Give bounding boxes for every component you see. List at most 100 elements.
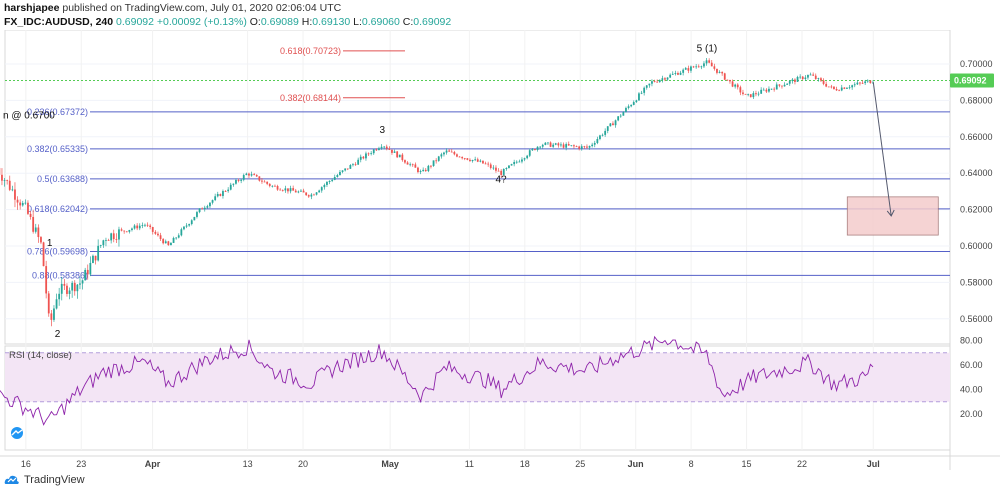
candle-body bbox=[50, 313, 53, 320]
candle-body bbox=[414, 164, 417, 168]
candle-body bbox=[341, 170, 344, 172]
candle-body bbox=[190, 220, 193, 225]
candle-body bbox=[765, 89, 768, 92]
candle-body bbox=[677, 73, 679, 75]
candle-body bbox=[120, 229, 123, 231]
time-tick-label: 11 bbox=[465, 459, 474, 469]
candle-body bbox=[151, 227, 154, 232]
time-tick-label: Jul bbox=[867, 459, 880, 469]
candle-body bbox=[198, 208, 201, 213]
candle-body bbox=[362, 156, 365, 159]
candle-body bbox=[453, 152, 456, 155]
author-line: harshjapee published on TradingView.com,… bbox=[4, 2, 341, 14]
candle-body bbox=[84, 269, 87, 281]
candle-body bbox=[562, 144, 565, 148]
time-tick-label: May bbox=[381, 459, 399, 469]
candle-body bbox=[214, 196, 217, 201]
time-tick-label: 22 bbox=[797, 459, 807, 469]
candle-body bbox=[3, 180, 6, 181]
candle-body bbox=[518, 161, 521, 163]
price-tick-label: 0.66000 bbox=[960, 132, 993, 142]
candle-body bbox=[76, 284, 79, 292]
projection-arrow-head bbox=[886, 209, 895, 217]
candle-body bbox=[180, 229, 183, 236]
rsi-tick-label: 60.00 bbox=[960, 360, 983, 370]
candle-body bbox=[554, 143, 557, 145]
candle-body bbox=[14, 189, 16, 200]
candle-body bbox=[638, 93, 640, 101]
candle-body bbox=[500, 170, 503, 175]
author-name[interactable]: harshjapee bbox=[4, 2, 60, 14]
candle-body bbox=[370, 153, 373, 155]
candle-body bbox=[783, 84, 786, 87]
candle-body bbox=[323, 184, 326, 188]
candle-body bbox=[349, 165, 352, 169]
candle-body bbox=[170, 242, 172, 246]
candle-body bbox=[601, 134, 604, 136]
fib-level-label: 0.786(0.59698) bbox=[27, 246, 88, 256]
candle-body bbox=[406, 162, 409, 165]
low-value: 0.69060 bbox=[361, 16, 400, 28]
candle-body bbox=[333, 176, 336, 180]
candle-body bbox=[16, 199, 19, 203]
symbol-label[interactable]: FX_IDC:AUDUSD, 240 bbox=[4, 16, 114, 28]
candle-body bbox=[66, 285, 68, 294]
candle-body bbox=[193, 216, 196, 221]
candle-body bbox=[440, 154, 443, 157]
candle-body bbox=[445, 150, 448, 153]
candle-body bbox=[510, 164, 513, 166]
candle-body bbox=[528, 150, 531, 156]
candle-body bbox=[79, 283, 81, 285]
candle-body bbox=[497, 170, 500, 172]
chart-flag-icon[interactable] bbox=[9, 427, 25, 439]
candle-body bbox=[367, 153, 370, 155]
candle-body bbox=[456, 154, 458, 157]
candle-body bbox=[736, 84, 739, 88]
candle-body bbox=[154, 231, 157, 234]
candle-body bbox=[53, 308, 55, 320]
candle-body bbox=[274, 185, 276, 187]
candle-body bbox=[73, 282, 76, 292]
candle-body bbox=[437, 156, 440, 161]
candle-body bbox=[632, 102, 635, 105]
candle-body bbox=[502, 168, 505, 175]
candle-body bbox=[203, 207, 206, 210]
candle-body bbox=[593, 142, 596, 145]
candle-body bbox=[747, 94, 750, 96]
candle-body bbox=[185, 225, 188, 227]
candle-body bbox=[63, 283, 66, 286]
candle-body bbox=[216, 194, 219, 197]
candle-body bbox=[393, 151, 396, 153]
candle-body bbox=[671, 73, 674, 75]
candle-body bbox=[461, 157, 464, 159]
candle-body bbox=[710, 62, 713, 67]
time-tick-label: 18 bbox=[520, 459, 530, 469]
tradingview-logo[interactable]: TradingView bbox=[4, 474, 85, 486]
candle-body bbox=[385, 146, 388, 149]
candle-body bbox=[645, 85, 648, 88]
candle-body bbox=[809, 74, 812, 76]
candle-body bbox=[729, 79, 731, 82]
candle-body bbox=[458, 156, 461, 158]
candle-body bbox=[424, 169, 427, 172]
candle-body bbox=[786, 83, 789, 85]
candle-body bbox=[11, 189, 14, 191]
candle-body bbox=[196, 212, 198, 217]
candle-body bbox=[762, 89, 765, 91]
candle-body bbox=[801, 76, 804, 80]
candle-body bbox=[549, 142, 552, 147]
candle-body bbox=[536, 146, 539, 150]
candle-body bbox=[328, 180, 331, 183]
candle-body bbox=[760, 89, 763, 94]
candle-body bbox=[606, 126, 609, 131]
candle-body bbox=[583, 146, 586, 148]
candle-body bbox=[42, 242, 45, 267]
candle-body bbox=[612, 123, 614, 126]
fib-level-label: 0.382(0.65335) bbox=[27, 144, 88, 154]
time-tick-label: 20 bbox=[298, 459, 308, 469]
candle-body bbox=[102, 240, 105, 246]
candle-body bbox=[27, 202, 29, 214]
candle-body bbox=[690, 66, 692, 71]
price-tick-label: 0.62000 bbox=[960, 205, 993, 215]
price-chart[interactable]: 0.56000 0.58000 0.60000 0.62000 0.64000 0.660… bbox=[0, 30, 1000, 470]
